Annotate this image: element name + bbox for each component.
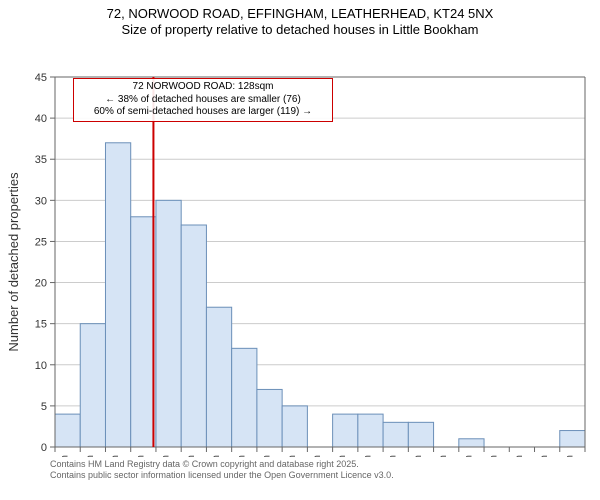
chart-container: 72, NORWOOD ROAD, EFFINGHAM, LEATHERHEAD… [0, 0, 600, 500]
svg-text:35: 35 [35, 154, 47, 166]
svg-text:0: 0 [41, 442, 47, 454]
svg-text:25: 25 [35, 237, 47, 249]
svg-text:130sqm: 130sqm [161, 455, 172, 457]
svg-text:258sqm: 258sqm [337, 455, 348, 457]
svg-text:423sqm: 423sqm [564, 455, 575, 457]
svg-text:40: 40 [35, 113, 47, 125]
svg-text:240sqm: 240sqm [312, 455, 323, 457]
svg-text:185sqm: 185sqm [236, 455, 247, 457]
svg-text:167sqm: 167sqm [211, 455, 222, 457]
svg-text:405sqm: 405sqm [539, 455, 550, 457]
svg-text:20: 20 [35, 278, 47, 290]
svg-text:112sqm: 112sqm [135, 455, 146, 457]
svg-text:Number of detached properties: Number of detached properties [6, 172, 21, 352]
svg-text:45: 45 [35, 72, 47, 84]
annotation-line2: ← 38% of detached houses are smaller (76… [78, 94, 328, 107]
chart-title-line2: Size of property relative to detached ho… [0, 22, 600, 38]
svg-text:30: 30 [35, 196, 47, 208]
footer-line2: Contains public sector information licen… [50, 470, 600, 481]
svg-text:10: 10 [35, 360, 47, 372]
footer: Contains HM Land Registry data © Crown c… [0, 457, 600, 481]
svg-text:368sqm: 368sqm [489, 455, 500, 457]
svg-text:350sqm: 350sqm [463, 455, 474, 457]
svg-text:94sqm: 94sqm [110, 455, 121, 457]
svg-text:313sqm: 313sqm [413, 455, 424, 457]
svg-text:15: 15 [35, 319, 47, 331]
svg-text:277sqm: 277sqm [362, 455, 373, 457]
chart-title-line1: 72, NORWOOD ROAD, EFFINGHAM, LEATHERHEAD… [0, 0, 600, 22]
svg-text:386sqm: 386sqm [514, 455, 525, 457]
svg-text:149sqm: 149sqm [186, 455, 197, 457]
svg-text:76sqm: 76sqm [85, 455, 96, 457]
footer-line1: Contains HM Land Registry data © Crown c… [50, 459, 600, 470]
annotation-line1: 72 NORWOOD ROAD: 128sqm [78, 81, 328, 94]
annotation-box: 72 NORWOOD ROAD: 128sqm ← 38% of detache… [73, 78, 333, 122]
svg-text:222sqm: 222sqm [287, 455, 298, 457]
svg-text:295sqm: 295sqm [388, 455, 399, 457]
annotation-line3: 60% of semi-detached houses are larger (… [78, 106, 328, 119]
svg-text:204sqm: 204sqm [262, 455, 273, 457]
svg-text:332sqm: 332sqm [438, 455, 449, 457]
svg-text:5: 5 [41, 401, 47, 413]
svg-text:57sqm: 57sqm [60, 455, 71, 457]
